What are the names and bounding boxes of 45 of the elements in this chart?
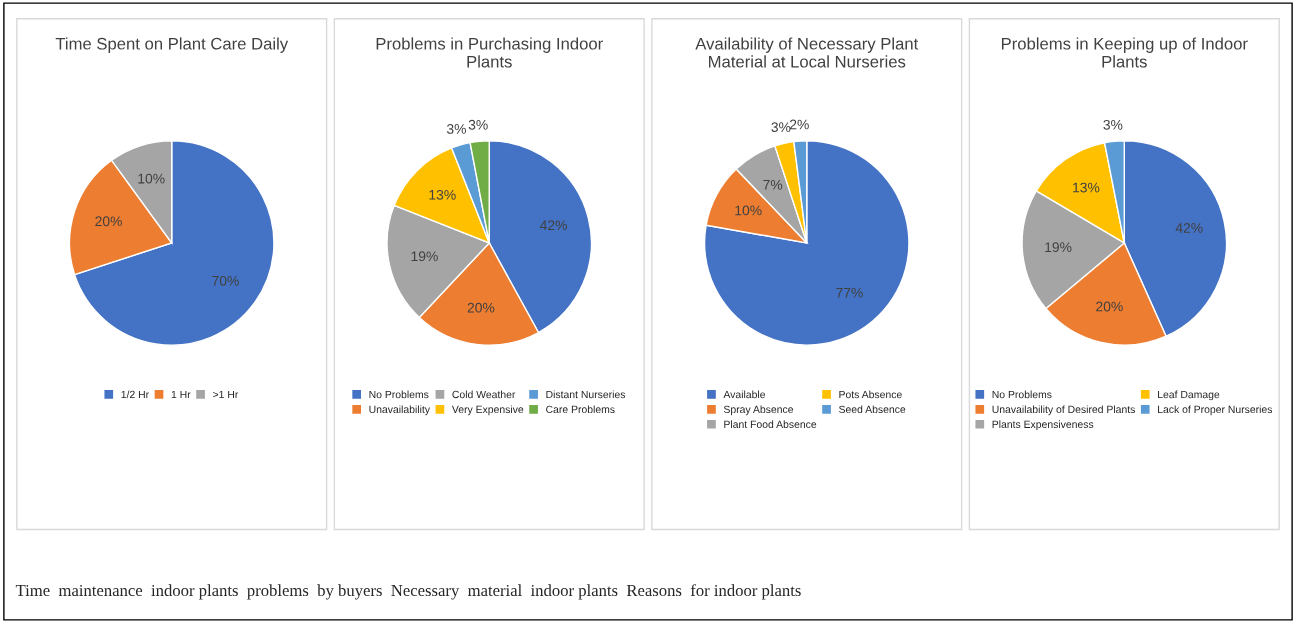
chart-title: Problems in Keeping up of Indoor Plants — [1001, 37, 1248, 68]
data-label: 42% — [1175, 222, 1203, 233]
data-label: 10% — [735, 205, 762, 216]
chart-title: Availability of Necessary Plant Material at Local Nurseries — [695, 37, 919, 68]
data-label: 42% — [539, 220, 567, 231]
legend-label: Leaf Damage — [1158, 390, 1220, 401]
legend-label: Distant Nurseries — [546, 390, 626, 399]
legend-label: Care Problems — [546, 405, 615, 414]
data-label: 3% — [1103, 119, 1123, 130]
data-label: 3% — [446, 124, 466, 134]
data-label: 10% — [138, 173, 165, 184]
data-label: 20% — [1096, 301, 1123, 312]
data-label: 13% — [429, 189, 456, 200]
legend-label: Unavailability — [369, 405, 431, 416]
legend-label: No Problems — [992, 390, 1052, 399]
data-label: 77% — [836, 287, 863, 298]
data-label: 13% — [1073, 182, 1100, 193]
legend-label: Seed Absence — [839, 405, 906, 414]
legend-label: Plant Food Absence — [724, 420, 817, 428]
pie-slice — [73, 140, 275, 346]
text: Time maintenance indoor plants problems by buyers Necessary material indoor plants Reasons for indoor plants — [15, 584, 801, 600]
data-label: 7% — [763, 179, 783, 190]
legend-label: Plants Expensiveness — [992, 420, 1094, 431]
pie-slice — [703, 140, 910, 346]
legend-label: Very Expensive — [451, 405, 524, 416]
legend-label: 1/2 Hr — [121, 390, 149, 399]
legend-label: 1 Hr — [171, 390, 191, 399]
data-label: 19% — [1045, 242, 1072, 253]
legend-label: No Problems — [369, 390, 429, 399]
legend-label: Lack of Proper Nurseries — [1158, 405, 1273, 416]
data-label: 70% — [212, 275, 239, 286]
chart-title: Time Spent on Plant Care Daily — [55, 37, 289, 53]
legend-label: Available — [723, 390, 766, 399]
legend-label: Pots Absence — [839, 390, 902, 399]
data-label: 20% — [467, 302, 495, 313]
data-label: 3% — [771, 122, 791, 133]
legend-label: Unavailability of Desired Plants — [992, 405, 1135, 416]
data-label: 20% — [95, 216, 122, 227]
data-label: 2% — [789, 119, 809, 130]
data-label: 19% — [411, 251, 438, 262]
chart-title: Problems in Purchasing Indoor Plants — [376, 37, 603, 68]
legend-label: >1 Hr — [213, 390, 239, 399]
legend-label: Cold Weather — [452, 390, 516, 399]
legend-label: Spray Absence — [723, 405, 794, 416]
data-label: 3% — [468, 119, 488, 130]
